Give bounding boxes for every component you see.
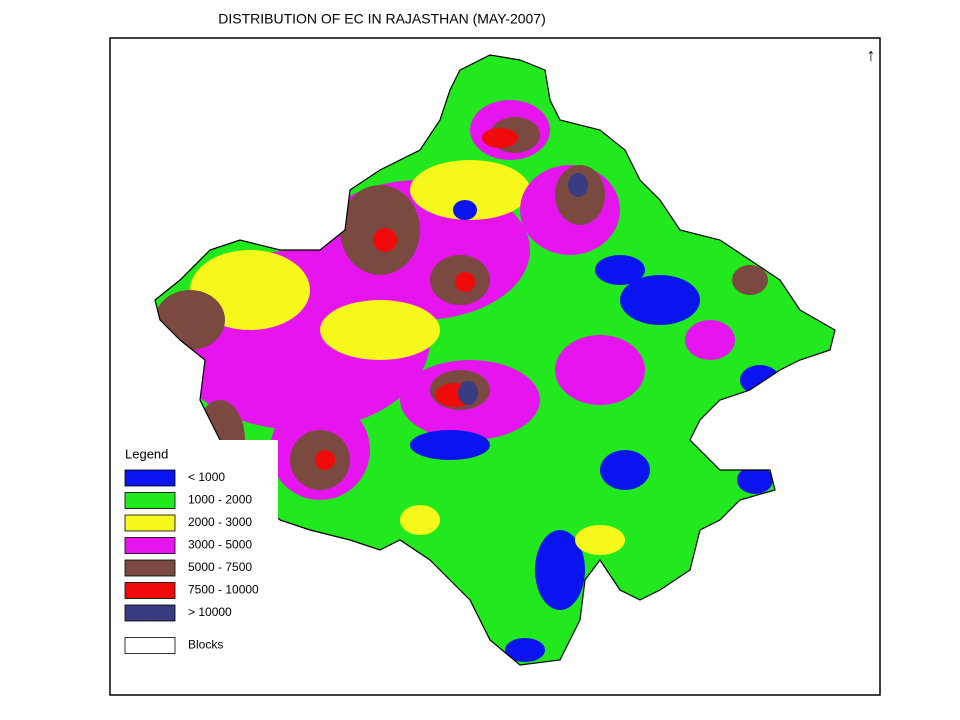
state-boundary — [154, 54, 836, 666]
legend-label: 1000 - 2000 — [188, 493, 252, 507]
legend-swatch — [124, 604, 176, 622]
legend-label: 2000 - 3000 — [188, 515, 252, 529]
legend-title: Legend — [125, 446, 168, 461]
legend-label: < 1000 — [188, 470, 225, 484]
legend-swatch — [124, 514, 176, 532]
legend-swatch — [124, 469, 176, 487]
legend-swatch — [124, 537, 176, 554]
map-frame — [109, 37, 881, 696]
legend-swatch — [124, 559, 176, 577]
legend-label: 5000 - 7500 — [188, 560, 252, 574]
legend-label: Blocks — [188, 638, 223, 652]
legend-label: > 10000 — [188, 605, 232, 619]
legend-swatch — [124, 492, 176, 509]
map-title: DISTRIBUTION OF EC IN RAJASTHAN (MAY-200… — [218, 11, 546, 27]
legend-swatch — [124, 582, 176, 599]
legend-label: 3000 - 5000 — [188, 538, 252, 552]
legend: < 1000 1000 - 2000 2000 - 3000 3000 - 5000 5… — [124, 469, 259, 654]
legend-swatch — [124, 637, 176, 654]
north-arrow: ↑ — [867, 45, 876, 65]
legend-label: 7500 - 10000 — [188, 583, 259, 597]
